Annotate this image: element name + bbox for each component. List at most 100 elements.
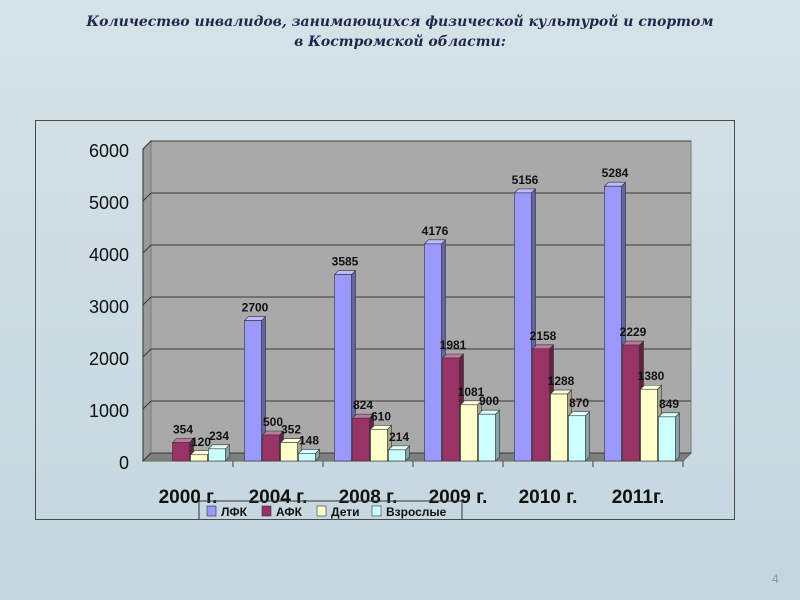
data-label: 849 xyxy=(659,397,679,411)
legend: ЛФК АФК Дети Взрослые xyxy=(198,500,463,519)
bar-side xyxy=(495,409,500,462)
bar xyxy=(387,445,411,462)
gridline xyxy=(142,452,691,462)
data-label: 500 xyxy=(263,415,283,429)
data-label: 1288 xyxy=(548,374,575,388)
y-tick-label: 5000 xyxy=(89,193,129,213)
bar-top xyxy=(441,353,465,359)
bar-front xyxy=(604,185,622,462)
bar xyxy=(477,409,501,462)
gridline xyxy=(142,400,691,410)
slide-title-line-1: Количество инвалидов, занимающихся физич… xyxy=(86,14,714,30)
legend-label: Взрослые xyxy=(386,505,447,519)
y-tick-label: 1000 xyxy=(89,401,129,421)
bar xyxy=(657,412,681,462)
bar-top xyxy=(477,409,501,415)
y-tick-label: 6000 xyxy=(89,141,129,161)
slide-title: Количество инвалидов, занимающихся физич… xyxy=(60,12,740,52)
x-tick-label: 2000 г. xyxy=(159,487,218,508)
bar-front xyxy=(442,357,460,462)
bar-front xyxy=(190,454,208,462)
data-label: 2229 xyxy=(620,325,647,339)
legend-label: АФК xyxy=(276,505,303,519)
data-label: 5156 xyxy=(512,173,539,187)
bar-top xyxy=(243,316,267,321)
bar-side xyxy=(585,411,590,462)
data-label: 214 xyxy=(389,430,409,444)
bar-top xyxy=(297,449,321,454)
bar-front xyxy=(262,434,280,462)
bar-top xyxy=(567,411,591,417)
bar-top xyxy=(549,389,573,395)
bar-front xyxy=(208,448,226,462)
bar-top xyxy=(621,340,645,346)
slide-title-line-2: в Костромской области: xyxy=(294,34,506,50)
data-label: 234 xyxy=(209,429,229,443)
data-label: 352 xyxy=(281,423,301,437)
bar-front xyxy=(370,428,388,462)
bar-front xyxy=(352,417,370,462)
data-label: 354 xyxy=(173,423,193,437)
bar xyxy=(423,239,447,462)
bar-top xyxy=(333,270,357,275)
bar xyxy=(297,448,321,462)
data-label: 870 xyxy=(569,396,589,410)
legend-swatch xyxy=(316,505,327,517)
bar-front xyxy=(424,243,442,462)
bar-front xyxy=(280,442,298,462)
data-label: 610 xyxy=(371,409,391,423)
bar-front xyxy=(568,415,586,462)
x-tick-label: 2004 г. xyxy=(249,487,308,508)
bar-top xyxy=(387,445,411,451)
data-label: 900 xyxy=(479,394,499,408)
data-label: 824 xyxy=(353,398,373,412)
bar-top xyxy=(423,239,447,245)
bar-front xyxy=(298,453,316,462)
bar-front xyxy=(514,192,532,462)
bar-front xyxy=(172,442,190,462)
x-tick-label: 2011г. xyxy=(612,487,665,508)
bar-top xyxy=(657,412,681,418)
gridline xyxy=(142,296,691,306)
data-label: 2700 xyxy=(242,301,269,315)
bar-front xyxy=(334,274,352,462)
bar-top xyxy=(513,188,537,194)
bar-front xyxy=(244,320,262,462)
data-label: 148 xyxy=(299,433,319,447)
y-tick-label: 0 xyxy=(119,453,129,473)
x-tick-label: 2010 г. xyxy=(519,487,578,508)
bar-front xyxy=(388,449,406,462)
data-label: 1981 xyxy=(440,338,467,352)
page-number: 4 xyxy=(772,572,779,586)
chart-frame: 0 1000 2000 3000 4000 5000 6000 354 120 234 2000 г… xyxy=(35,120,735,520)
bar-top xyxy=(531,344,555,350)
gridline xyxy=(142,348,691,358)
bar-front xyxy=(550,393,568,462)
bar-top xyxy=(603,181,627,187)
x-tick-label: 2008 г. xyxy=(339,487,398,508)
bar xyxy=(333,269,357,462)
bar-top xyxy=(639,384,663,390)
legend-box xyxy=(198,500,463,519)
gridline xyxy=(142,244,691,254)
y-tick-label: 4000 xyxy=(89,245,129,265)
legend-label: ЛФК xyxy=(221,505,248,519)
bar-top xyxy=(369,424,393,430)
bar-front xyxy=(532,348,550,462)
bar-side xyxy=(675,412,680,462)
bar-front xyxy=(478,413,496,462)
legend-swatch xyxy=(206,505,217,517)
bar xyxy=(207,444,231,462)
data-label: 1380 xyxy=(638,369,665,383)
legend-swatch xyxy=(371,505,382,517)
data-label: 1081 xyxy=(458,385,485,399)
bar xyxy=(567,411,591,462)
data-label: 5284 xyxy=(602,166,629,180)
bar-front xyxy=(460,404,478,462)
data-label: 4176 xyxy=(422,224,449,238)
y-tick-label: 3000 xyxy=(89,297,129,317)
data-label: 2158 xyxy=(530,329,557,343)
y-tick-label: 2000 xyxy=(89,349,129,369)
bar xyxy=(369,424,393,462)
